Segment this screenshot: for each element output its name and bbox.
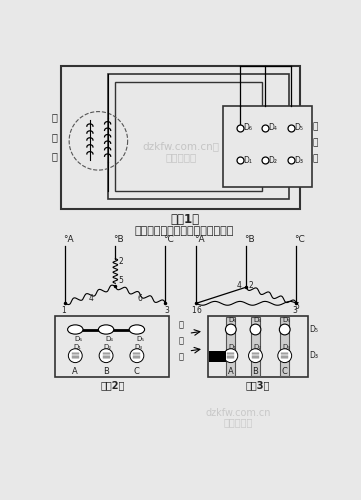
Text: D₁: D₁ — [229, 344, 236, 349]
Text: °B: °B — [244, 235, 255, 244]
Text: D₅: D₅ — [309, 325, 318, 334]
Text: D₄: D₄ — [253, 318, 261, 324]
Ellipse shape — [129, 325, 145, 334]
Text: 2: 2 — [118, 257, 123, 266]
Circle shape — [250, 324, 261, 335]
Text: D₂: D₂ — [253, 344, 261, 349]
Text: B: B — [103, 366, 109, 376]
Text: D₃: D₃ — [282, 344, 290, 349]
Text: D₁: D₁ — [243, 156, 252, 164]
Circle shape — [99, 349, 113, 362]
Text: A: A — [73, 366, 78, 376]
Text: C: C — [134, 366, 140, 376]
Text: D₂: D₂ — [104, 344, 112, 349]
Text: D₅: D₅ — [294, 124, 303, 132]
Text: dzkfw.com.cn，: dzkfw.com.cn， — [142, 141, 219, 151]
Text: 4: 4 — [88, 294, 93, 303]
Text: C: C — [282, 366, 288, 376]
Bar — [280, 317, 290, 376]
Text: D₆: D₆ — [229, 318, 237, 324]
Text: 电子开发网: 电子开发网 — [165, 152, 196, 162]
Bar — [61, 66, 300, 208]
Text: 图（1）: 图（1） — [170, 213, 199, 226]
Circle shape — [224, 349, 238, 362]
Text: D₅: D₅ — [136, 336, 144, 342]
Text: 1: 1 — [191, 306, 195, 316]
Text: D₄: D₄ — [105, 336, 113, 342]
Text: 接
线
板: 接 线 板 — [178, 320, 183, 362]
Text: 2: 2 — [248, 281, 253, 290]
Ellipse shape — [68, 325, 83, 334]
Bar — [251, 317, 260, 376]
Ellipse shape — [99, 325, 114, 334]
Text: 6: 6 — [138, 294, 142, 303]
Text: 图（3）: 图（3） — [245, 380, 270, 390]
Text: D₃: D₃ — [135, 344, 143, 349]
Text: 图（2）: 图（2） — [100, 380, 125, 390]
Text: A: A — [228, 366, 234, 376]
Bar — [223, 106, 312, 187]
Text: 6: 6 — [196, 306, 201, 316]
Text: °A: °A — [194, 235, 204, 244]
Text: °A: °A — [63, 235, 74, 244]
Circle shape — [278, 349, 292, 362]
Text: D₅: D₅ — [282, 318, 291, 324]
Text: B: B — [253, 366, 258, 376]
Text: 3: 3 — [292, 306, 297, 316]
Circle shape — [279, 324, 290, 335]
Text: dzkfw.com.cn: dzkfw.com.cn — [206, 408, 271, 418]
Text: 1: 1 — [61, 306, 66, 316]
Text: D₂: D₂ — [269, 156, 278, 164]
Text: D₆: D₆ — [74, 336, 83, 342]
Text: 4: 4 — [237, 281, 242, 290]
Bar — [115, 82, 262, 191]
Bar — [209, 351, 226, 362]
Circle shape — [248, 349, 262, 362]
Text: 3: 3 — [165, 306, 169, 316]
Circle shape — [68, 349, 82, 362]
Text: 电
动
机: 电 动 机 — [52, 112, 57, 162]
Text: D₃: D₃ — [309, 351, 318, 360]
Text: 5: 5 — [295, 302, 299, 311]
Text: D₃: D₃ — [294, 156, 303, 164]
Text: °C: °C — [294, 235, 305, 244]
Text: °C: °C — [163, 235, 174, 244]
Bar — [55, 316, 169, 377]
Text: D₁: D₁ — [73, 344, 81, 349]
Circle shape — [225, 324, 236, 335]
Text: 三相异步电动机接线图及接线方式: 三相异步电动机接线图及接线方式 — [135, 226, 234, 236]
Text: D₄: D₄ — [269, 124, 278, 132]
Circle shape — [130, 349, 144, 362]
Text: 5: 5 — [118, 276, 123, 285]
Bar — [208, 316, 308, 377]
Text: 电子开发网: 电子开发网 — [224, 417, 253, 427]
Text: D₆: D₆ — [243, 124, 252, 132]
Text: 接
线
板: 接 线 板 — [313, 122, 318, 164]
Text: °B: °B — [113, 235, 123, 244]
Bar — [108, 74, 288, 198]
Bar — [226, 317, 235, 376]
